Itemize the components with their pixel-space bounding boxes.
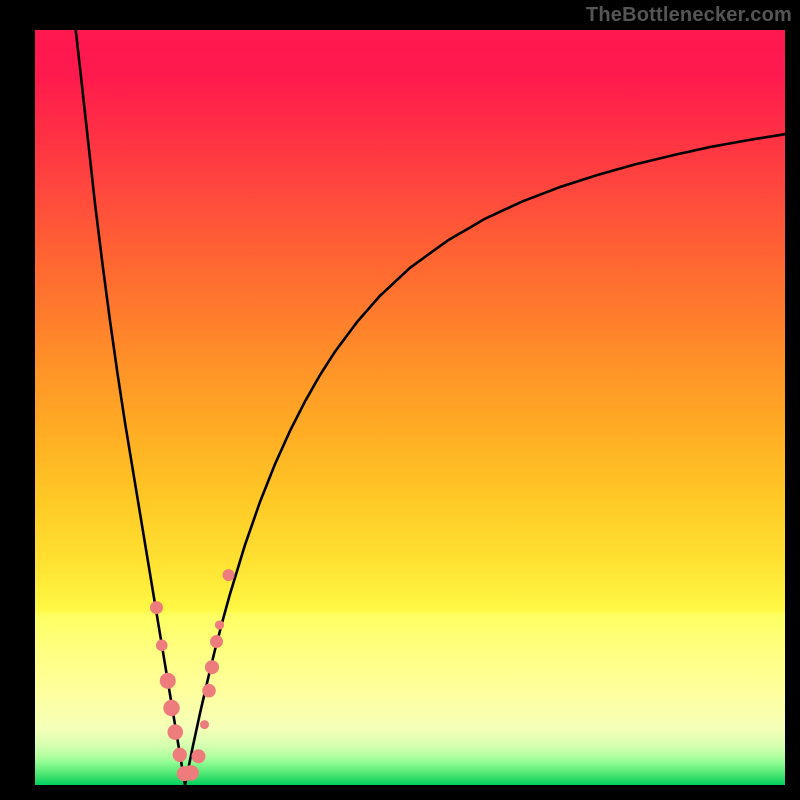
data-marker <box>163 700 179 716</box>
data-marker <box>210 635 223 648</box>
data-marker <box>150 601 163 614</box>
bottleneck-chart-svg <box>0 0 800 800</box>
data-marker <box>215 620 224 629</box>
data-marker <box>156 640 168 652</box>
data-marker <box>173 748 187 762</box>
attribution-label: TheBottlenecker.com <box>586 4 792 27</box>
data-marker <box>205 660 219 674</box>
data-marker <box>200 720 209 729</box>
data-marker <box>160 673 176 689</box>
plot-background-gradient <box>35 30 785 785</box>
data-marker <box>167 724 183 740</box>
data-marker <box>202 684 216 698</box>
chart-stage: TheBottlenecker.com <box>0 0 800 800</box>
data-marker <box>223 569 235 581</box>
data-marker <box>192 749 206 763</box>
data-marker <box>183 765 199 781</box>
